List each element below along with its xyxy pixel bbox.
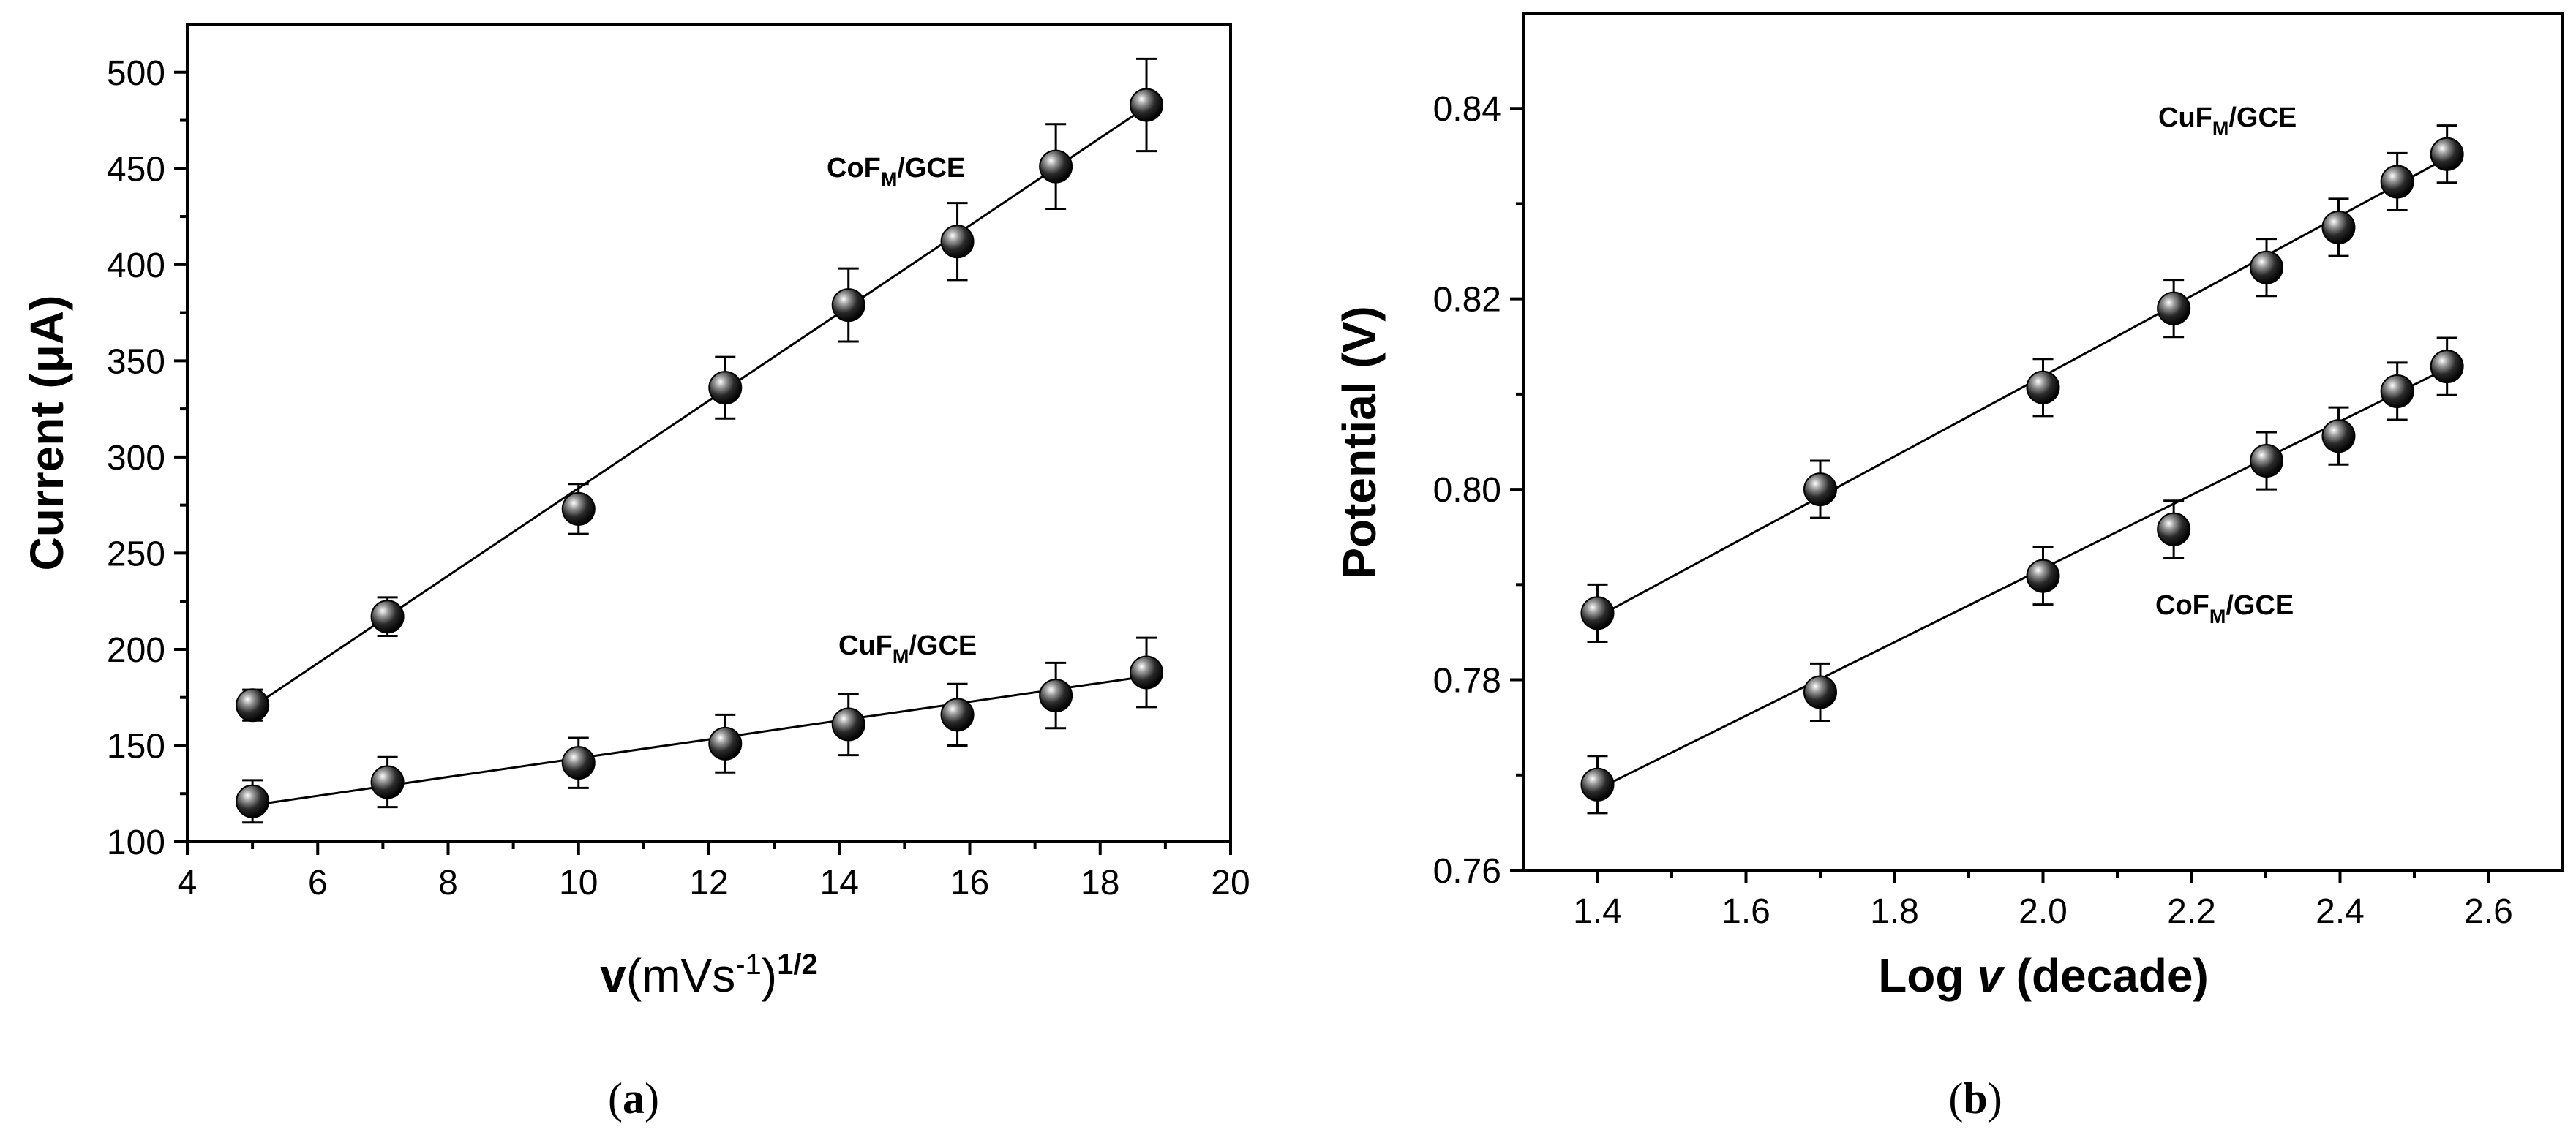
- plot-frame-a: [186, 23, 1232, 843]
- data-point-cuf: [2321, 211, 2356, 244]
- x-axis-a: 4 6 8 10 12 14 16 18 20: [178, 842, 1250, 902]
- panel-label-a: (a): [608, 1074, 659, 1123]
- x-tick-label: 1.6: [1721, 892, 1770, 931]
- y-tick-label: 300: [107, 439, 165, 478]
- data-point-cof: [708, 371, 743, 405]
- x-tick-label: 2.0: [2019, 892, 2068, 931]
- y-axis-a: 100 150 200 250 300 350 400 450 500: [107, 54, 187, 862]
- data-point-cof: [940, 225, 975, 259]
- y-tick-label: 500: [107, 54, 165, 93]
- x-tick-label: 12: [689, 864, 728, 902]
- series-label-cof-b: CoFM/GCE: [2155, 590, 2294, 627]
- x-tick-label: 8: [438, 864, 458, 902]
- x-tick-label: 18: [1081, 864, 1119, 902]
- data-point-cuf: [1130, 655, 1164, 690]
- x-tick-label: 1.8: [1870, 892, 1919, 931]
- y-tick-label: 0.78: [1433, 662, 1501, 701]
- y-axis-title-b: Potential (V): [1333, 306, 1386, 578]
- x-tick-label: 4: [178, 864, 198, 902]
- fit-line-cuf: [1596, 157, 2448, 618]
- data-point-cuf: [236, 784, 270, 818]
- x-tick-label: 14: [820, 864, 859, 902]
- fit-line-cof: [252, 105, 1147, 709]
- data-point-cof: [831, 288, 865, 323]
- x-tick-label: 20: [1211, 864, 1250, 902]
- fit-line-cof: [1596, 367, 2448, 791]
- y-tick-label: 100: [107, 823, 165, 862]
- data-point-cof: [1803, 675, 1837, 709]
- y-tick-label: 350: [107, 342, 165, 381]
- data-point-cof: [2157, 512, 2191, 546]
- panel-b: 1.4 1.6 1.8 2.0 2.2 2.4 2.6 0.760.780.800.820.…: [1333, 12, 2564, 1123]
- data-point-cof: [1039, 149, 1073, 184]
- data-point-cuf: [2430, 137, 2464, 171]
- data-point-cof: [1580, 767, 1615, 802]
- data-point-cuf: [561, 746, 596, 780]
- data-point-cuf: [1039, 679, 1073, 713]
- data-points-b: [1580, 124, 2464, 815]
- data-point-cuf: [2380, 165, 2414, 199]
- data-point-cof: [2430, 350, 2464, 384]
- x-tick-label: 1.4: [1573, 892, 1622, 931]
- y-tick-label: 0.82: [1433, 281, 1501, 320]
- y-tick-label: 0.76: [1433, 852, 1501, 891]
- data-point-cuf: [1580, 596, 1615, 630]
- y-tick-label: 250: [107, 535, 165, 573]
- y-tick-label: 450: [107, 150, 165, 189]
- data-point-cuf: [831, 707, 865, 742]
- panel-label-b: (b): [1948, 1074, 2002, 1123]
- data-point-cuf: [708, 726, 743, 761]
- y-axis-b: 0.76 0.78 0.80 0.82 0.84: [1433, 90, 1523, 891]
- fit-lines-a: [252, 105, 1147, 807]
- x-tick-label: 16: [950, 864, 989, 902]
- data-point-cuf: [370, 765, 405, 799]
- plot-frame-b: [1522, 12, 2564, 872]
- x-axis-b: 1.4 1.6 1.8 2.0 2.2 2.4 2.6: [1573, 870, 2513, 931]
- data-point-cuf: [940, 698, 975, 732]
- data-point-cuf: [2157, 291, 2191, 325]
- series-label-cuf-b: CuFM/GCE: [2158, 102, 2297, 140]
- data-point-cof: [2321, 419, 2356, 453]
- y-tick-label: 0.84: [1433, 90, 1501, 129]
- data-point-cof: [2380, 374, 2414, 408]
- series-label-cof-a: CoFM/GCE: [827, 153, 965, 190]
- x-axis-title-a: v(mVs-1)1/2: [600, 949, 817, 1002]
- data-point-cof: [2026, 559, 2060, 593]
- panel-a: 4 6 8 10 12 14 16 18 20 100 150 200 250 300 350 400 450…: [20, 23, 1250, 1123]
- x-tick-label: 6: [308, 864, 328, 902]
- y-axis-title-a: Current (μA): [20, 295, 73, 571]
- x-tick-label: 2.2: [2167, 892, 2216, 931]
- data-point-cof: [561, 491, 596, 526]
- series-label-cuf-a: CuFM/GCE: [838, 630, 977, 668]
- data-point-cof: [370, 600, 405, 634]
- x-tick-label: 2.4: [2316, 892, 2365, 931]
- y-tick-label: 200: [107, 631, 165, 670]
- x-tick-label: 2.6: [2464, 892, 2513, 931]
- data-point-cuf: [2026, 370, 2060, 404]
- fit-lines-b: [1596, 157, 2448, 791]
- y-tick-label: 150: [107, 727, 165, 766]
- data-point-cuf: [1803, 472, 1837, 507]
- x-tick-label: 10: [559, 864, 598, 902]
- data-points-a: [236, 57, 1164, 824]
- x-axis-title-b: Log v (decade): [1878, 949, 2209, 1002]
- data-point-cof: [2250, 444, 2284, 478]
- y-tick-label: 0.80: [1433, 471, 1501, 510]
- y-tick-label: 400: [107, 246, 165, 285]
- data-point-cuf: [2250, 250, 2284, 284]
- data-point-cof: [236, 688, 270, 723]
- data-point-cof: [1130, 88, 1164, 122]
